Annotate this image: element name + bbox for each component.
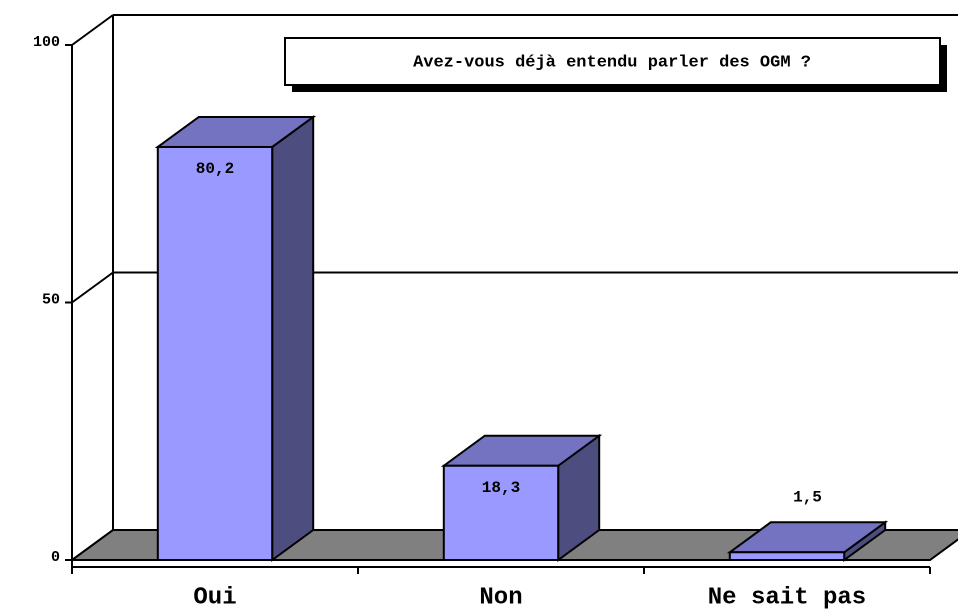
title-box — [284, 37, 941, 86]
x-tick-label: Non — [479, 584, 522, 611]
bar — [442, 464, 560, 562]
x-tick-label: Oui — [193, 584, 236, 611]
bar — [728, 551, 846, 562]
value-label: 1,5 — [793, 488, 822, 506]
x-tick-label: Ne sait pas — [708, 584, 866, 611]
y-tick-label: 0 — [51, 549, 60, 566]
grid-line-side — [71, 529, 114, 561]
grid-line-side — [71, 271, 114, 304]
bar — [156, 145, 274, 561]
value-label: 80,2 — [196, 160, 234, 178]
chart-title: Avez-vous déjà entendu parler des OGM ? — [413, 53, 811, 72]
y-tick-label: 50 — [42, 291, 60, 308]
value-label: 18,3 — [482, 479, 520, 497]
bar-side — [271, 114, 315, 562]
grid-line-side — [71, 14, 114, 46]
y-tick-label: 100 — [33, 34, 60, 51]
